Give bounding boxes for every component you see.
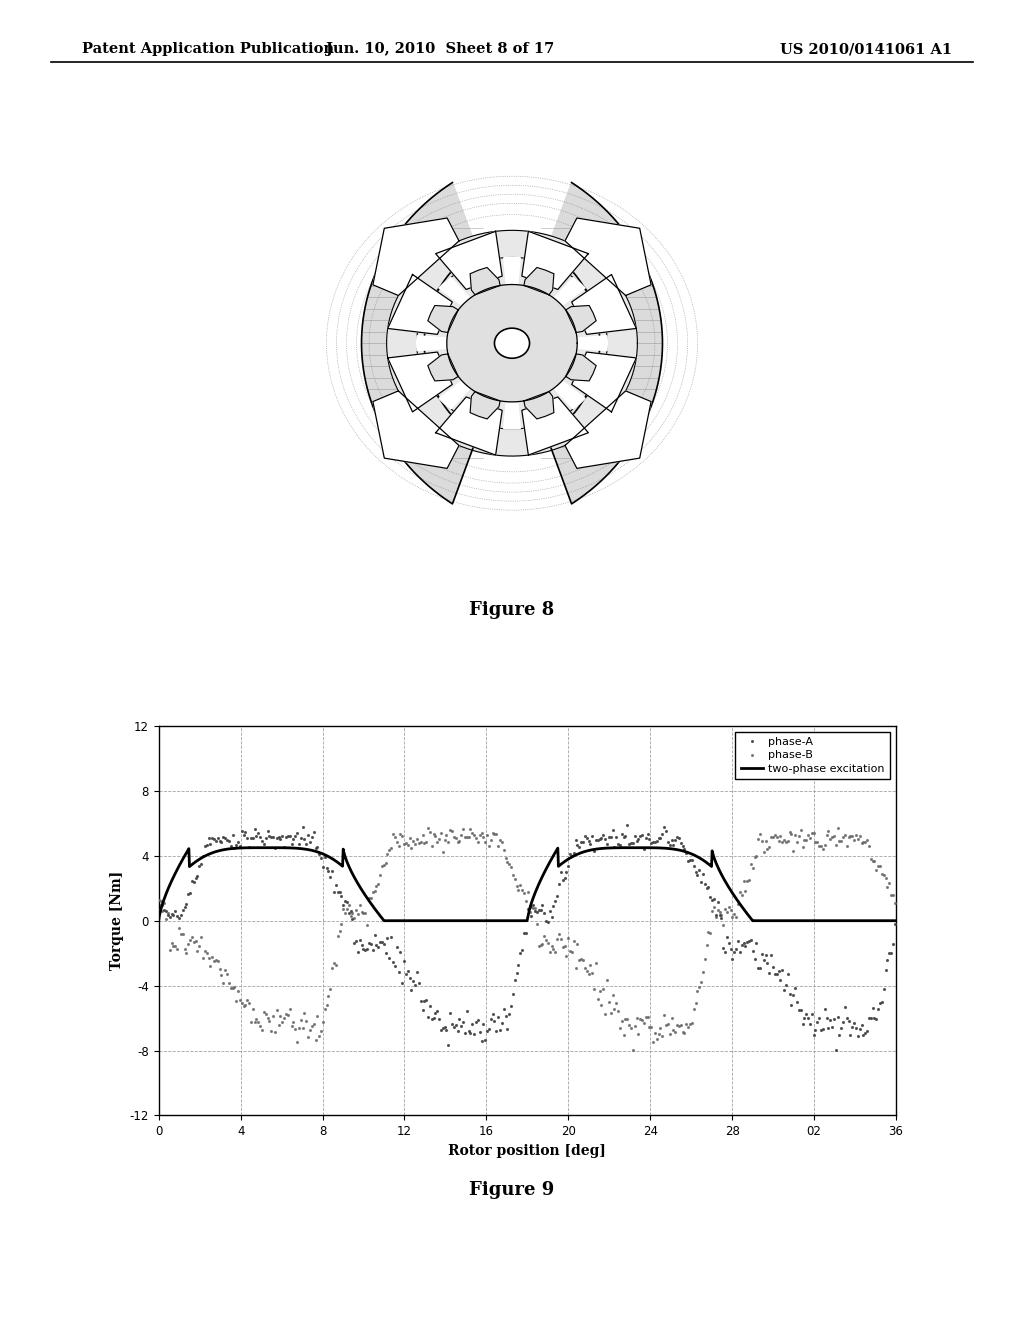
two-phase excitation	[153, 913, 165, 929]
phase-A	[392, 964, 404, 979]
Polygon shape	[512, 343, 585, 409]
phase-B	[691, 983, 703, 999]
Polygon shape	[470, 268, 500, 294]
Polygon shape	[446, 285, 578, 401]
Polygon shape	[428, 305, 459, 333]
two-phase excitation	[278, 840, 290, 855]
phase-A	[615, 826, 628, 842]
Polygon shape	[512, 335, 607, 351]
Polygon shape	[435, 231, 502, 289]
Polygon shape	[387, 231, 637, 455]
Polygon shape	[435, 397, 502, 455]
phase-B	[617, 1027, 630, 1043]
Polygon shape	[439, 277, 512, 343]
two-phase excitation	[401, 913, 414, 929]
phase-B	[889, 895, 901, 911]
Line: phase-B: phase-B	[157, 826, 896, 1052]
Polygon shape	[524, 392, 554, 418]
phase-A	[622, 817, 634, 833]
Line: two-phase excitation: two-phase excitation	[159, 847, 896, 921]
phase-B	[687, 1001, 699, 1016]
two-phase excitation	[473, 913, 485, 929]
two-phase excitation	[250, 840, 262, 855]
Polygon shape	[504, 343, 520, 429]
Text: Figure 8: Figure 8	[469, 601, 555, 619]
Ellipse shape	[495, 329, 529, 358]
Text: US 2010/0141061 A1: US 2010/0141061 A1	[780, 42, 952, 57]
Polygon shape	[373, 391, 459, 469]
Y-axis label: Torque [Nm]: Torque [Nm]	[110, 871, 124, 970]
Polygon shape	[417, 335, 512, 351]
two-phase excitation	[541, 859, 553, 875]
two-phase excitation	[556, 855, 568, 871]
Polygon shape	[524, 268, 554, 294]
two-phase excitation	[890, 913, 902, 929]
Polygon shape	[522, 231, 589, 289]
Polygon shape	[428, 354, 459, 381]
Polygon shape	[388, 352, 453, 412]
phase-A	[829, 1041, 842, 1057]
Polygon shape	[565, 391, 651, 469]
Polygon shape	[522, 397, 589, 455]
phase-B	[445, 822, 458, 838]
Polygon shape	[571, 275, 636, 334]
phase-A	[153, 903, 165, 919]
Polygon shape	[571, 352, 636, 412]
Polygon shape	[439, 343, 512, 409]
Polygon shape	[361, 182, 600, 504]
Line: phase-A: phase-A	[157, 824, 896, 1052]
Text: Jun. 10, 2010  Sheet 8 of 17: Jun. 10, 2010 Sheet 8 of 17	[327, 42, 554, 57]
phase-B	[241, 993, 253, 1008]
Polygon shape	[388, 275, 453, 334]
X-axis label: Rotor position [deg]: Rotor position [deg]	[449, 1143, 606, 1158]
Polygon shape	[424, 182, 663, 504]
Polygon shape	[565, 354, 596, 381]
Text: Figure 9: Figure 9	[469, 1181, 555, 1200]
Polygon shape	[565, 218, 651, 296]
phase-A	[889, 916, 901, 932]
Polygon shape	[565, 305, 596, 333]
two-phase excitation	[260, 840, 272, 855]
phase-A	[444, 1005, 457, 1020]
phase-A	[686, 851, 698, 867]
phase-B	[627, 1041, 639, 1057]
phase-B	[422, 820, 434, 836]
Polygon shape	[470, 392, 500, 418]
Polygon shape	[373, 218, 459, 296]
phase-A	[689, 865, 701, 880]
phase-B	[153, 892, 165, 908]
Polygon shape	[512, 277, 585, 343]
Legend: phase-A, phase-B, two-phase excitation: phase-A, phase-B, two-phase excitation	[735, 731, 891, 779]
phase-A	[241, 830, 253, 846]
phase-B	[392, 838, 404, 854]
Polygon shape	[504, 257, 520, 343]
Text: Patent Application Publication: Patent Application Publication	[82, 42, 334, 57]
